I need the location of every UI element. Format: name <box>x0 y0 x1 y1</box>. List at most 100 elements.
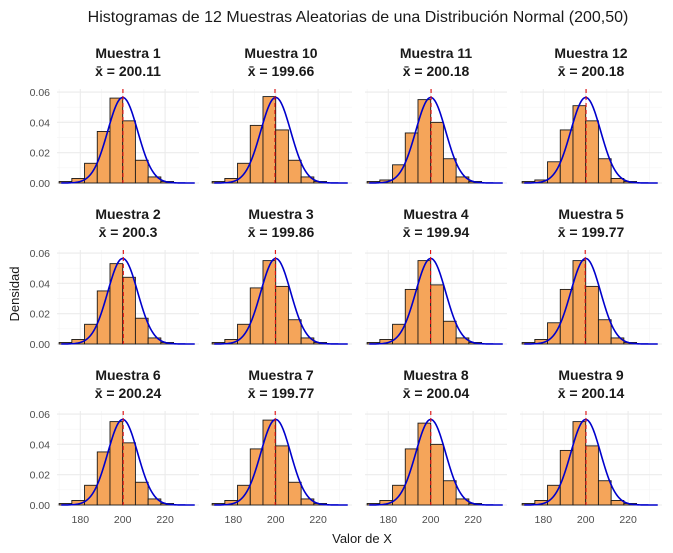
panel-mean-label: x̄ = 200.11 <box>95 63 161 79</box>
normal-curve <box>61 96 195 184</box>
normal-curve <box>524 257 658 345</box>
histogram-bar <box>262 419 277 506</box>
histogram-bar <box>442 480 457 506</box>
panel-12: Muestra 9 x̄ = 200.14 180 200 220 <box>520 367 662 526</box>
y-tick-label: 0.06 <box>30 248 51 260</box>
y-tick-label: 0.06 <box>30 87 51 99</box>
panel-title: Muestra 1 <box>95 45 161 61</box>
histogram-bar <box>262 96 277 184</box>
histogram-bar <box>122 442 136 506</box>
x-tick-label: 220 <box>619 514 637 526</box>
panel-title: Muestra 7 <box>248 367 314 383</box>
panel-mean-label: x̄ = 199.77 <box>248 385 315 401</box>
panel-2: Muestra 10 x̄ = 199.66 <box>210 45 352 184</box>
histogram-bar <box>249 124 264 184</box>
histogram-bar <box>559 288 574 345</box>
histogram-bar <box>585 285 599 345</box>
panel-mean-label: x̄ = 200.14 <box>558 385 625 401</box>
panel-title: Muestra 9 <box>558 367 624 383</box>
panel-mean-label: x̄ = 200.04 <box>403 385 470 401</box>
histogram-bar <box>547 322 561 345</box>
panel-title: Muestra 8 <box>403 367 469 383</box>
panel-mean-label: x̄ = 200.24 <box>95 385 162 401</box>
histogram-bar <box>417 260 432 345</box>
histogram-bar <box>109 97 124 184</box>
panel-mean-label: x̄ = 199.94 <box>403 224 470 240</box>
histogram-bar <box>134 317 149 345</box>
histogram-bar <box>287 319 302 345</box>
histogram-bar <box>404 448 419 506</box>
panel-title: Muestra 3 <box>248 206 314 222</box>
histogram-bar <box>134 481 149 506</box>
y-tick-label: 0.00 <box>30 178 51 190</box>
normal-curve <box>61 418 195 506</box>
normal-curve <box>214 257 348 345</box>
histogram-bar <box>585 445 599 506</box>
x-tick-label: 220 <box>156 514 174 526</box>
panel-3: Muestra 11 x̄ = 200.18 <box>365 45 507 184</box>
panel-5: Muestra 2 x̄ = 200.3 0.00 0.02 0.04 0.06 <box>30 206 199 351</box>
normal-curve <box>369 257 503 345</box>
histogram-bar <box>417 99 432 184</box>
histogram-bar <box>572 260 587 345</box>
y-tick-label: 0.00 <box>30 500 51 512</box>
histogram-bar <box>404 288 419 345</box>
normal-curve <box>214 418 348 506</box>
normal-curve <box>369 418 503 506</box>
histogram-bar <box>275 129 289 184</box>
histogram-bar <box>249 448 264 506</box>
panel-title: Muestra 10 <box>244 45 317 61</box>
histogram-bar <box>249 287 264 345</box>
panel-title: Muestra 6 <box>95 367 161 383</box>
x-axis-label: Valor de X <box>332 531 392 546</box>
y-tick-label: 0.02 <box>30 309 51 321</box>
histogram-bar <box>109 421 124 506</box>
panel-9: Muestra 6 x̄ = 200.24 0.00 0.02 0.04 0.06 180 2… <box>30 367 199 526</box>
histogram-bar <box>585 120 599 184</box>
histogram-bar <box>610 178 625 184</box>
histogram-bar <box>122 276 136 345</box>
y-tick-label: 0.00 <box>30 339 51 351</box>
y-tick-label: 0.04 <box>30 117 51 129</box>
histogram-bar <box>287 481 302 506</box>
normal-curve <box>524 418 658 506</box>
panel-title: Muestra 2 <box>95 206 161 222</box>
panel-mean-label: x̄ = 199.77 <box>558 224 625 240</box>
x-tick-label: 200 <box>422 514 440 526</box>
panels-group: Muestra 1x̄ = 200.110.000.020.040.06Mues… <box>30 45 662 526</box>
histogram-bar <box>430 284 444 345</box>
x-tick-label: 180 <box>225 514 243 526</box>
histogram-bar <box>287 159 302 184</box>
x-tick-label: 200 <box>577 514 595 526</box>
x-tick-label: 180 <box>535 514 553 526</box>
panel-7: Muestra 4 x̄ = 199.94 <box>365 206 507 345</box>
histogram-bar <box>597 480 612 506</box>
panel-1: Muestra 1 x̄ = 200.11 0.00 0.02 0.04 0.06 <box>30 45 199 190</box>
x-tick-label: 200 <box>114 514 132 526</box>
histogram-bar <box>442 320 457 345</box>
histogram-bar <box>442 158 457 184</box>
y-tick-label: 0.02 <box>30 470 51 482</box>
y-axis-label: Densidad <box>7 267 22 322</box>
x-tick-label: 220 <box>309 514 327 526</box>
panel-title: Muestra 5 <box>558 206 624 222</box>
panel-6: Muestra 3 x̄ = 199.86 <box>210 206 352 345</box>
histogram-bar <box>134 159 149 184</box>
normal-curve <box>61 257 195 345</box>
panel-mean-label: x̄ = 199.86 <box>248 224 315 240</box>
y-tick-label: 0.04 <box>30 278 51 290</box>
panel-4: Muestra 12 x̄ = 200.18 <box>520 45 662 184</box>
x-tick-label: 220 <box>464 514 482 526</box>
panel-mean-label: x̄ = 200.18 <box>403 63 470 79</box>
histogram-bar <box>597 158 612 184</box>
y-tick-label: 0.02 <box>30 148 51 160</box>
histogram-bar <box>275 445 289 506</box>
panel-mean-label: x̄ = 200.18 <box>558 63 625 79</box>
panel-10: Muestra 7 x̄ = 199.77 180 200 220 <box>210 367 352 526</box>
normal-curve <box>369 96 503 184</box>
histogram-bar <box>430 121 444 184</box>
panel-11: Muestra 8 x̄ = 200.04 180 200 220 <box>365 367 507 526</box>
histogram-bar <box>572 421 587 506</box>
